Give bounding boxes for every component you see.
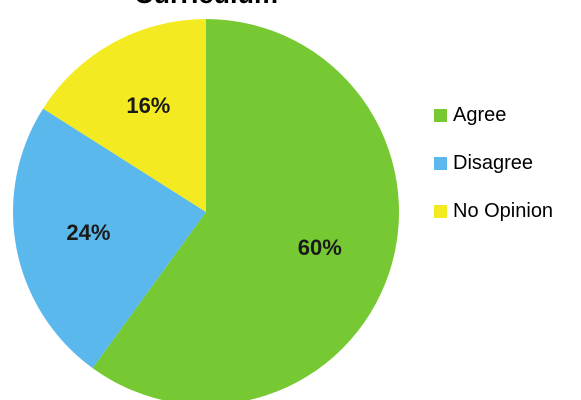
data-label-agree: 60% — [298, 235, 342, 260]
legend-item-no-opinion: No Opinion — [434, 199, 553, 223]
legend-label: No Opinion — [453, 199, 554, 222]
legend-swatch — [434, 108, 447, 122]
legend-item-disagree: Disagree — [434, 151, 553, 175]
pie-slice-disagree — [12, 108, 206, 369]
legend-item-agree: Agree — [434, 103, 553, 127]
data-label-no-opinion: 16% — [126, 93, 170, 118]
chart-title: Curriculum — [0, 0, 412, 10]
legend-label: Agree — [453, 103, 507, 126]
legend-swatch — [434, 156, 447, 170]
chart-legend: Agree Disagree No Opinion — [434, 103, 553, 247]
data-label-disagree: 24% — [66, 220, 110, 245]
pie-slice-agree — [92, 19, 399, 400]
pie-slice-no-opinion — [43, 19, 207, 212]
pie-chart: 60% 24% 16% — [12, 19, 399, 400]
legend-label: Disagree — [453, 151, 534, 174]
legend-swatch — [434, 204, 447, 218]
